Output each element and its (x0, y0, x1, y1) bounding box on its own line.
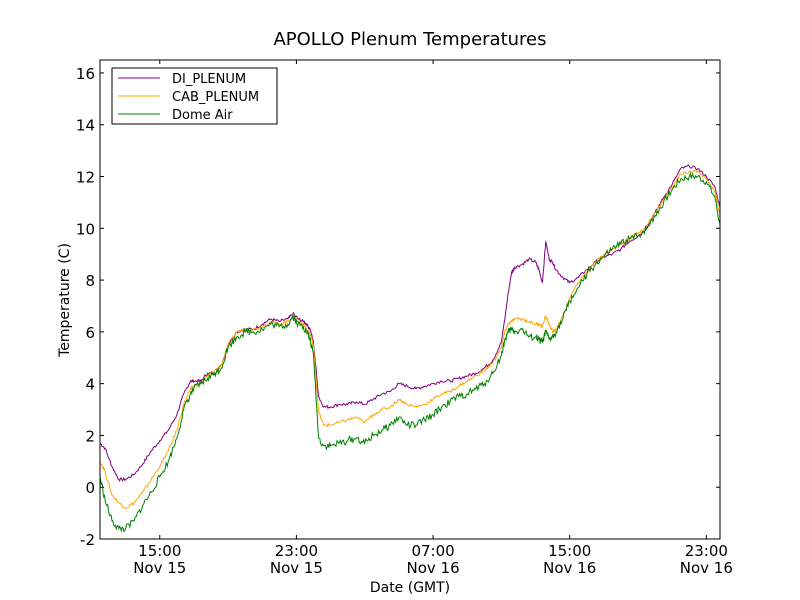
series-line-di-plenum (99, 164, 721, 483)
y-tick-label: 4 (85, 376, 95, 394)
x-tick-date-label: Nov 16 (680, 559, 733, 577)
y-tick-label: 8 (85, 272, 95, 290)
y-axis-label: Temperature (C) (57, 243, 73, 358)
y-axis: -2 0 2 4 6 8 10 12 14 16 (76, 65, 720, 549)
legend-entry-label: DI_PLENUM (172, 72, 246, 87)
y-tick-label: 0 (85, 479, 95, 497)
y-tick-label: -2 (80, 531, 95, 549)
x-tick-time-label: 23:00 (275, 542, 318, 560)
y-tick-label: 6 (85, 324, 95, 342)
plot-frame (99, 59, 721, 540)
legend-entry-label: CAB_PLENUM (172, 90, 259, 105)
chart-title: APOLLO Plenum Temperatures (273, 29, 546, 50)
x-tick-time-label: 23:00 (685, 542, 728, 560)
legend-entry-label: Dome Air (172, 108, 233, 123)
y-tick-label: 2 (85, 427, 95, 445)
y-tick-label: 16 (76, 65, 95, 83)
x-tick-date-label: Nov 16 (543, 559, 596, 577)
x-axis-label: Date (GMT) (370, 580, 450, 596)
y-tick-label: 10 (76, 220, 95, 238)
series-lines (99, 164, 721, 533)
x-tick-date-label: Nov 16 (406, 559, 459, 577)
x-tick-time-label: 15:00 (138, 542, 181, 560)
x-tick-date-label: Nov 15 (270, 559, 323, 577)
series-line-dome-air (99, 171, 721, 533)
y-tick-label: 14 (76, 117, 95, 135)
legend: DI_PLENUM CAB_PLENUM Dome Air (111, 67, 278, 125)
x-tick-time-label: 07:00 (411, 542, 454, 560)
x-tick-time-label: 15:00 (548, 542, 591, 560)
x-tick-date-label: Nov 15 (133, 559, 186, 577)
y-tick-label: 12 (76, 169, 95, 187)
